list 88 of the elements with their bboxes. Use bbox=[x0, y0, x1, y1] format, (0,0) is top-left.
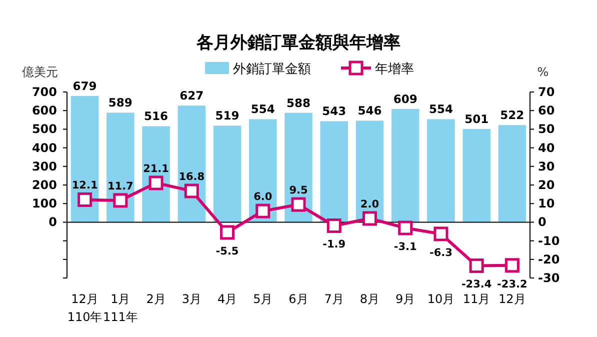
bar bbox=[320, 121, 348, 222]
data-label: 627 bbox=[180, 88, 204, 103]
y2-tick-label: 0 bbox=[538, 215, 546, 230]
y-axis-title: 億美元 bbox=[22, 65, 58, 79]
x-tick-label: 9月 bbox=[396, 292, 416, 306]
x-tick-label: 10月 bbox=[427, 292, 455, 306]
y-tick-label: 200 bbox=[32, 178, 57, 192]
bar bbox=[248, 119, 277, 222]
y2-tick-label: 20 bbox=[538, 178, 555, 192]
x-tick-label: 8月 bbox=[360, 292, 380, 306]
legend-label: 年增率 bbox=[375, 61, 414, 77]
data-label: 16.8 bbox=[178, 170, 205, 183]
data-label: 554 bbox=[250, 102, 275, 116]
bar bbox=[178, 106, 206, 222]
y2-tick-label: 30 bbox=[538, 159, 555, 174]
point bbox=[398, 220, 413, 236]
data-label: 588 bbox=[286, 96, 311, 110]
y2-tick-label: 50 bbox=[538, 122, 555, 136]
data-label: -5.5 bbox=[216, 245, 239, 258]
y2-tick-label: -10 bbox=[538, 234, 560, 248]
data-label: 501 bbox=[464, 112, 489, 126]
y-tick-label: 400 bbox=[32, 140, 57, 155]
bar bbox=[70, 96, 99, 222]
data-label: 554 bbox=[428, 102, 453, 116]
point bbox=[256, 204, 270, 218]
y2-tick-label: 10 bbox=[538, 196, 555, 211]
bar bbox=[462, 129, 490, 222]
y-tick-label: 700 bbox=[32, 85, 57, 99]
point bbox=[434, 226, 448, 242]
y2-tick-label: -20 bbox=[538, 252, 560, 266]
bar bbox=[142, 126, 170, 222]
x-tick-label: 7月 bbox=[324, 292, 344, 306]
data-label: 516 bbox=[144, 109, 168, 124]
point bbox=[184, 184, 199, 198]
bar bbox=[498, 125, 526, 222]
legend-label: 外銷訂單金額 bbox=[233, 62, 311, 77]
data-label: 609 bbox=[393, 92, 418, 106]
x-tick-label: 11月 bbox=[462, 292, 490, 306]
x-tick-label: 4月 bbox=[217, 292, 238, 306]
x-tick-label: 5月 bbox=[253, 292, 273, 306]
x-tick-label: 12月 bbox=[498, 292, 526, 306]
data-label: -1.9 bbox=[322, 238, 346, 251]
point bbox=[326, 218, 342, 233]
x-tick-label: 3月 bbox=[182, 292, 202, 306]
data-label: 546 bbox=[358, 104, 382, 118]
point bbox=[113, 193, 128, 208]
y2-tick-label: 70 bbox=[538, 85, 555, 99]
point bbox=[469, 258, 484, 273]
data-label: 543 bbox=[322, 104, 346, 118]
x-tick-label: 2月 bbox=[146, 292, 166, 306]
point bbox=[78, 192, 92, 207]
data-label: 11.7 bbox=[107, 180, 134, 192]
data-label: 679 bbox=[72, 78, 97, 93]
x-tick-label: 6月 bbox=[288, 292, 308, 306]
bar bbox=[427, 119, 455, 222]
data-label: 589 bbox=[108, 96, 132, 110]
y-tick-label: 300 bbox=[32, 159, 57, 174]
x-tick-label: 1月 111年 bbox=[102, 292, 138, 324]
y2-tick-label: -30 bbox=[538, 271, 560, 285]
y2-tick-label: 40 bbox=[538, 140, 555, 155]
data-label: 12.1 bbox=[72, 180, 98, 192]
data-label: -23.4 bbox=[461, 278, 492, 291]
point bbox=[504, 258, 520, 273]
data-label: 2.0 bbox=[360, 198, 380, 210]
x-tick-label: 12月 110年 bbox=[67, 292, 102, 324]
y2-axis-title: % bbox=[537, 65, 549, 79]
data-label: 522 bbox=[500, 108, 524, 122]
y2-tick-label: 60 bbox=[538, 104, 555, 118]
y-tick-label: 600 bbox=[32, 104, 57, 118]
point bbox=[148, 176, 164, 190]
point bbox=[291, 197, 306, 212]
point bbox=[362, 211, 377, 226]
data-label: -6.3 bbox=[429, 246, 452, 259]
bar bbox=[106, 112, 134, 222]
y-tick-label: 500 bbox=[32, 122, 57, 136]
chart-title: 各月外銷訂單金額與年增率 bbox=[196, 33, 400, 53]
data-label: 519 bbox=[215, 108, 240, 123]
data-label: -3.1 bbox=[394, 240, 417, 253]
data-label: 6.0 bbox=[254, 191, 272, 204]
bar bbox=[391, 108, 420, 222]
data-label: 9.5 bbox=[289, 184, 308, 197]
bar bbox=[213, 126, 242, 222]
data-label: -23.2 bbox=[497, 278, 528, 290]
point bbox=[220, 225, 235, 240]
data-label: 21.1 bbox=[143, 162, 169, 175]
y-tick-label: 100 bbox=[32, 196, 57, 211]
bar bbox=[284, 112, 312, 222]
y-tick-label: 0 bbox=[48, 215, 57, 230]
